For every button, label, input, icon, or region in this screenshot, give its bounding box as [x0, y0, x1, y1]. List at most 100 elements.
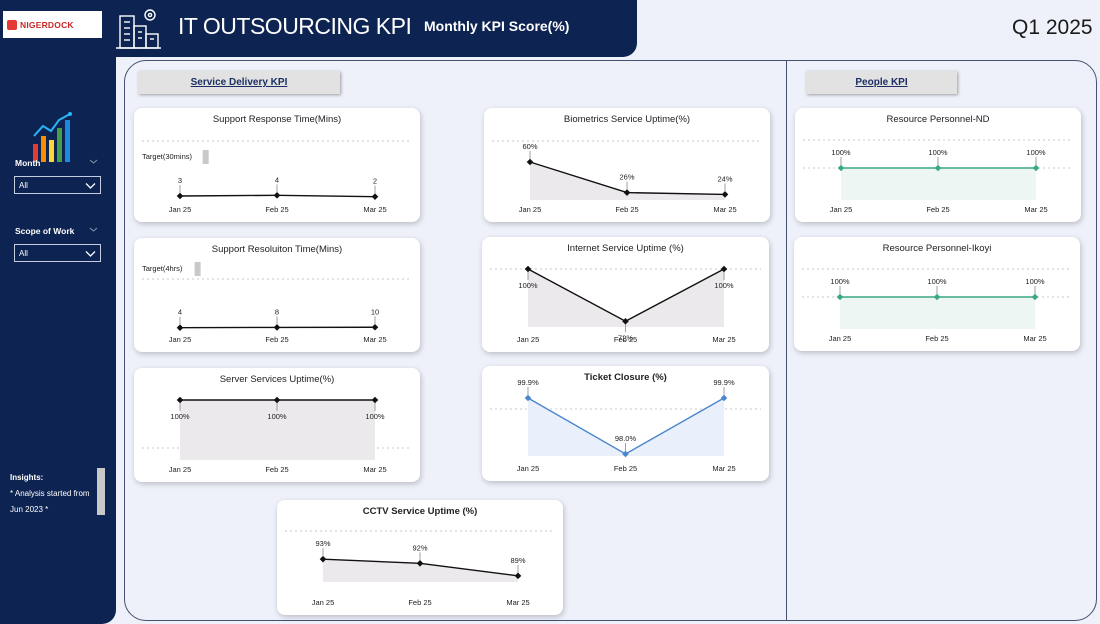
data-point [416, 560, 424, 567]
x-tick-label: Feb 25 [265, 335, 288, 344]
chart-title: Server Services Uptime(%) [219, 374, 335, 385]
chevron-down-icon [85, 183, 96, 189]
data-point [273, 324, 281, 331]
people-kpi-tab[interactable]: People KPI [806, 71, 957, 94]
data-label: 3 [178, 176, 182, 185]
data-label: 99.9% [713, 378, 735, 387]
data-label: 72% [618, 333, 633, 342]
chart-plot: 100% Jan 25 100% Feb 25 100% Mar 25 [802, 268, 1072, 343]
data-label: 100% [1026, 148, 1046, 157]
data-label: 10 [371, 307, 379, 316]
section-divider [786, 60, 787, 621]
data-label: 4 [178, 308, 182, 317]
chart-plot: 99.9% Jan 25 98.0% Feb 25 99.9% Mar 25 [490, 378, 761, 473]
chart-title: Resource Personnel-ND [886, 114, 990, 125]
chart-title: Support Resoluiton Time(Mins) [211, 244, 343, 255]
x-tick-label: Jan 25 [829, 334, 852, 343]
target-label: Target(30mins) [142, 152, 193, 161]
x-tick-label: Feb 25 [265, 205, 288, 214]
data-label: 100% [365, 412, 385, 421]
insights-scrollbar[interactable] [97, 468, 105, 515]
data-label: 100% [267, 412, 287, 421]
x-tick-label: Feb 25 [408, 598, 431, 607]
x-tick-label: Mar 25 [1023, 334, 1046, 343]
x-tick-label: Mar 25 [712, 335, 735, 344]
personnel-nd-card: Resource Personnel-ND 100% Jan 25 100% Feb … [795, 108, 1081, 222]
x-tick-label: Jan 25 [169, 465, 192, 474]
data-label: 100% [831, 148, 851, 157]
x-tick-label: Mar 25 [363, 335, 386, 344]
x-tick-label: Mar 25 [1024, 205, 1047, 214]
data-point [371, 323, 379, 331]
app-title: IT OUTSOURCING KPI [178, 13, 412, 39]
support-resolution-card: Support Resoluiton Time(Mins) 4 Jan 25 8 Fe… [134, 238, 420, 352]
data-label: 100% [830, 277, 850, 286]
data-label: 100% [1025, 277, 1045, 286]
data-label: 100% [518, 281, 538, 290]
service-delivery-tab[interactable]: Service Delivery KPI [138, 71, 340, 94]
data-point [273, 192, 281, 199]
chart-title: Ticket Closure (%) [584, 372, 667, 383]
logo-mark-icon [7, 19, 17, 30]
series-area [528, 398, 724, 456]
chart-plot: 100% Jan 25 100% Feb 25 100% Mar 25 [803, 139, 1073, 214]
chart-title: Biometrics Service Uptime(%) [563, 114, 691, 125]
data-label: 100% [714, 281, 734, 290]
chevron-down-icon[interactable] [89, 157, 98, 166]
series-area [323, 559, 518, 582]
x-tick-label: Jan 25 [830, 205, 853, 214]
chart-plot: 100% Jan 25 72%Feb 25 100% Mar 25 [490, 265, 761, 344]
logo-text: NIGERDOCK [20, 19, 74, 30]
target-bar [202, 150, 209, 164]
x-tick-label: Jan 25 [517, 335, 540, 344]
data-point [176, 396, 184, 404]
series-area [528, 269, 724, 327]
data-label: 99.9% [517, 378, 539, 387]
scope-select[interactable]: All [14, 244, 101, 262]
scope-select-value: All [19, 249, 28, 258]
month-select-value: All [19, 181, 28, 190]
month-select[interactable]: All [14, 176, 101, 194]
insights-box: Insights: * Analysis started from Jun 20… [10, 470, 100, 518]
x-tick-label: Mar 25 [713, 205, 736, 214]
x-tick-label: Jan 25 [169, 205, 192, 214]
data-point [371, 396, 379, 404]
x-tick-label: Feb 25 [614, 335, 637, 344]
x-tick-label: Jan 25 [169, 335, 192, 344]
server-uptime-card: Server Services Uptime(%) 100% Jan 25 100%… [134, 368, 420, 482]
x-tick-label: Feb 25 [265, 465, 288, 474]
chart-plot: 3 Jan 25 4 Feb 25 2 Mar 25 Target(30mins) [142, 140, 412, 214]
data-label: 100% [928, 148, 948, 157]
x-tick-label: Mar 25 [363, 205, 386, 214]
sidebar: Month All Scope of Work All Insights: * … [0, 40, 116, 624]
insights-title: Insights: [10, 473, 44, 482]
header-bar: NIGERDOCK IT OUTSOURCING KPI Monthly KPI… [0, 0, 637, 57]
data-label: 98.0% [615, 434, 637, 443]
bar-chart-icon [33, 112, 72, 162]
internet-uptime-card: Internet Service Uptime (%) 100% Jan 25 72… [482, 237, 769, 352]
data-point [622, 450, 629, 458]
data-label: 60% [522, 142, 537, 151]
target-bar [194, 262, 201, 276]
data-label: 100% [170, 412, 190, 421]
chart-plot: 4 Jan 25 8 Feb 25 10 Mar 25 Target(4hrs) [142, 262, 412, 344]
chart-title: Internet Service Uptime (%) [567, 243, 684, 254]
personnel-ikoyi-card: Resource Personnel-Ikoyi 100% Jan 25 100% F… [794, 237, 1080, 351]
data-point [371, 193, 379, 200]
data-label: 89% [510, 556, 525, 565]
x-tick-label: Mar 25 [506, 598, 529, 607]
chevron-down-icon[interactable] [89, 225, 98, 234]
data-label: 2 [373, 177, 377, 186]
biometrics-uptime-card: Biometrics Service Uptime(%) 60% Jan 25 26… [484, 108, 770, 222]
chart-plot: 60% Jan 25 26% Feb 25 24% Mar 25 [492, 140, 762, 214]
data-label: 24% [717, 174, 732, 183]
target-label: Target(4hrs) [142, 264, 183, 273]
insights-text: * Analysis started from Jun 2023 * [10, 489, 90, 514]
cctv-uptime-card: CCTV Service Uptime (%) 93% Jan 25 92% Feb … [277, 500, 563, 615]
chart-plot: 100% Jan 25 100% Feb 25 100% Mar 25 [142, 396, 412, 474]
x-tick-label: Mar 25 [712, 464, 735, 473]
building-gear-icon [116, 9, 161, 49]
x-tick-label: Mar 25 [363, 465, 386, 474]
support-response-card: Support Response Time(Mins) 3 Jan 25 4 Feb … [134, 108, 420, 222]
